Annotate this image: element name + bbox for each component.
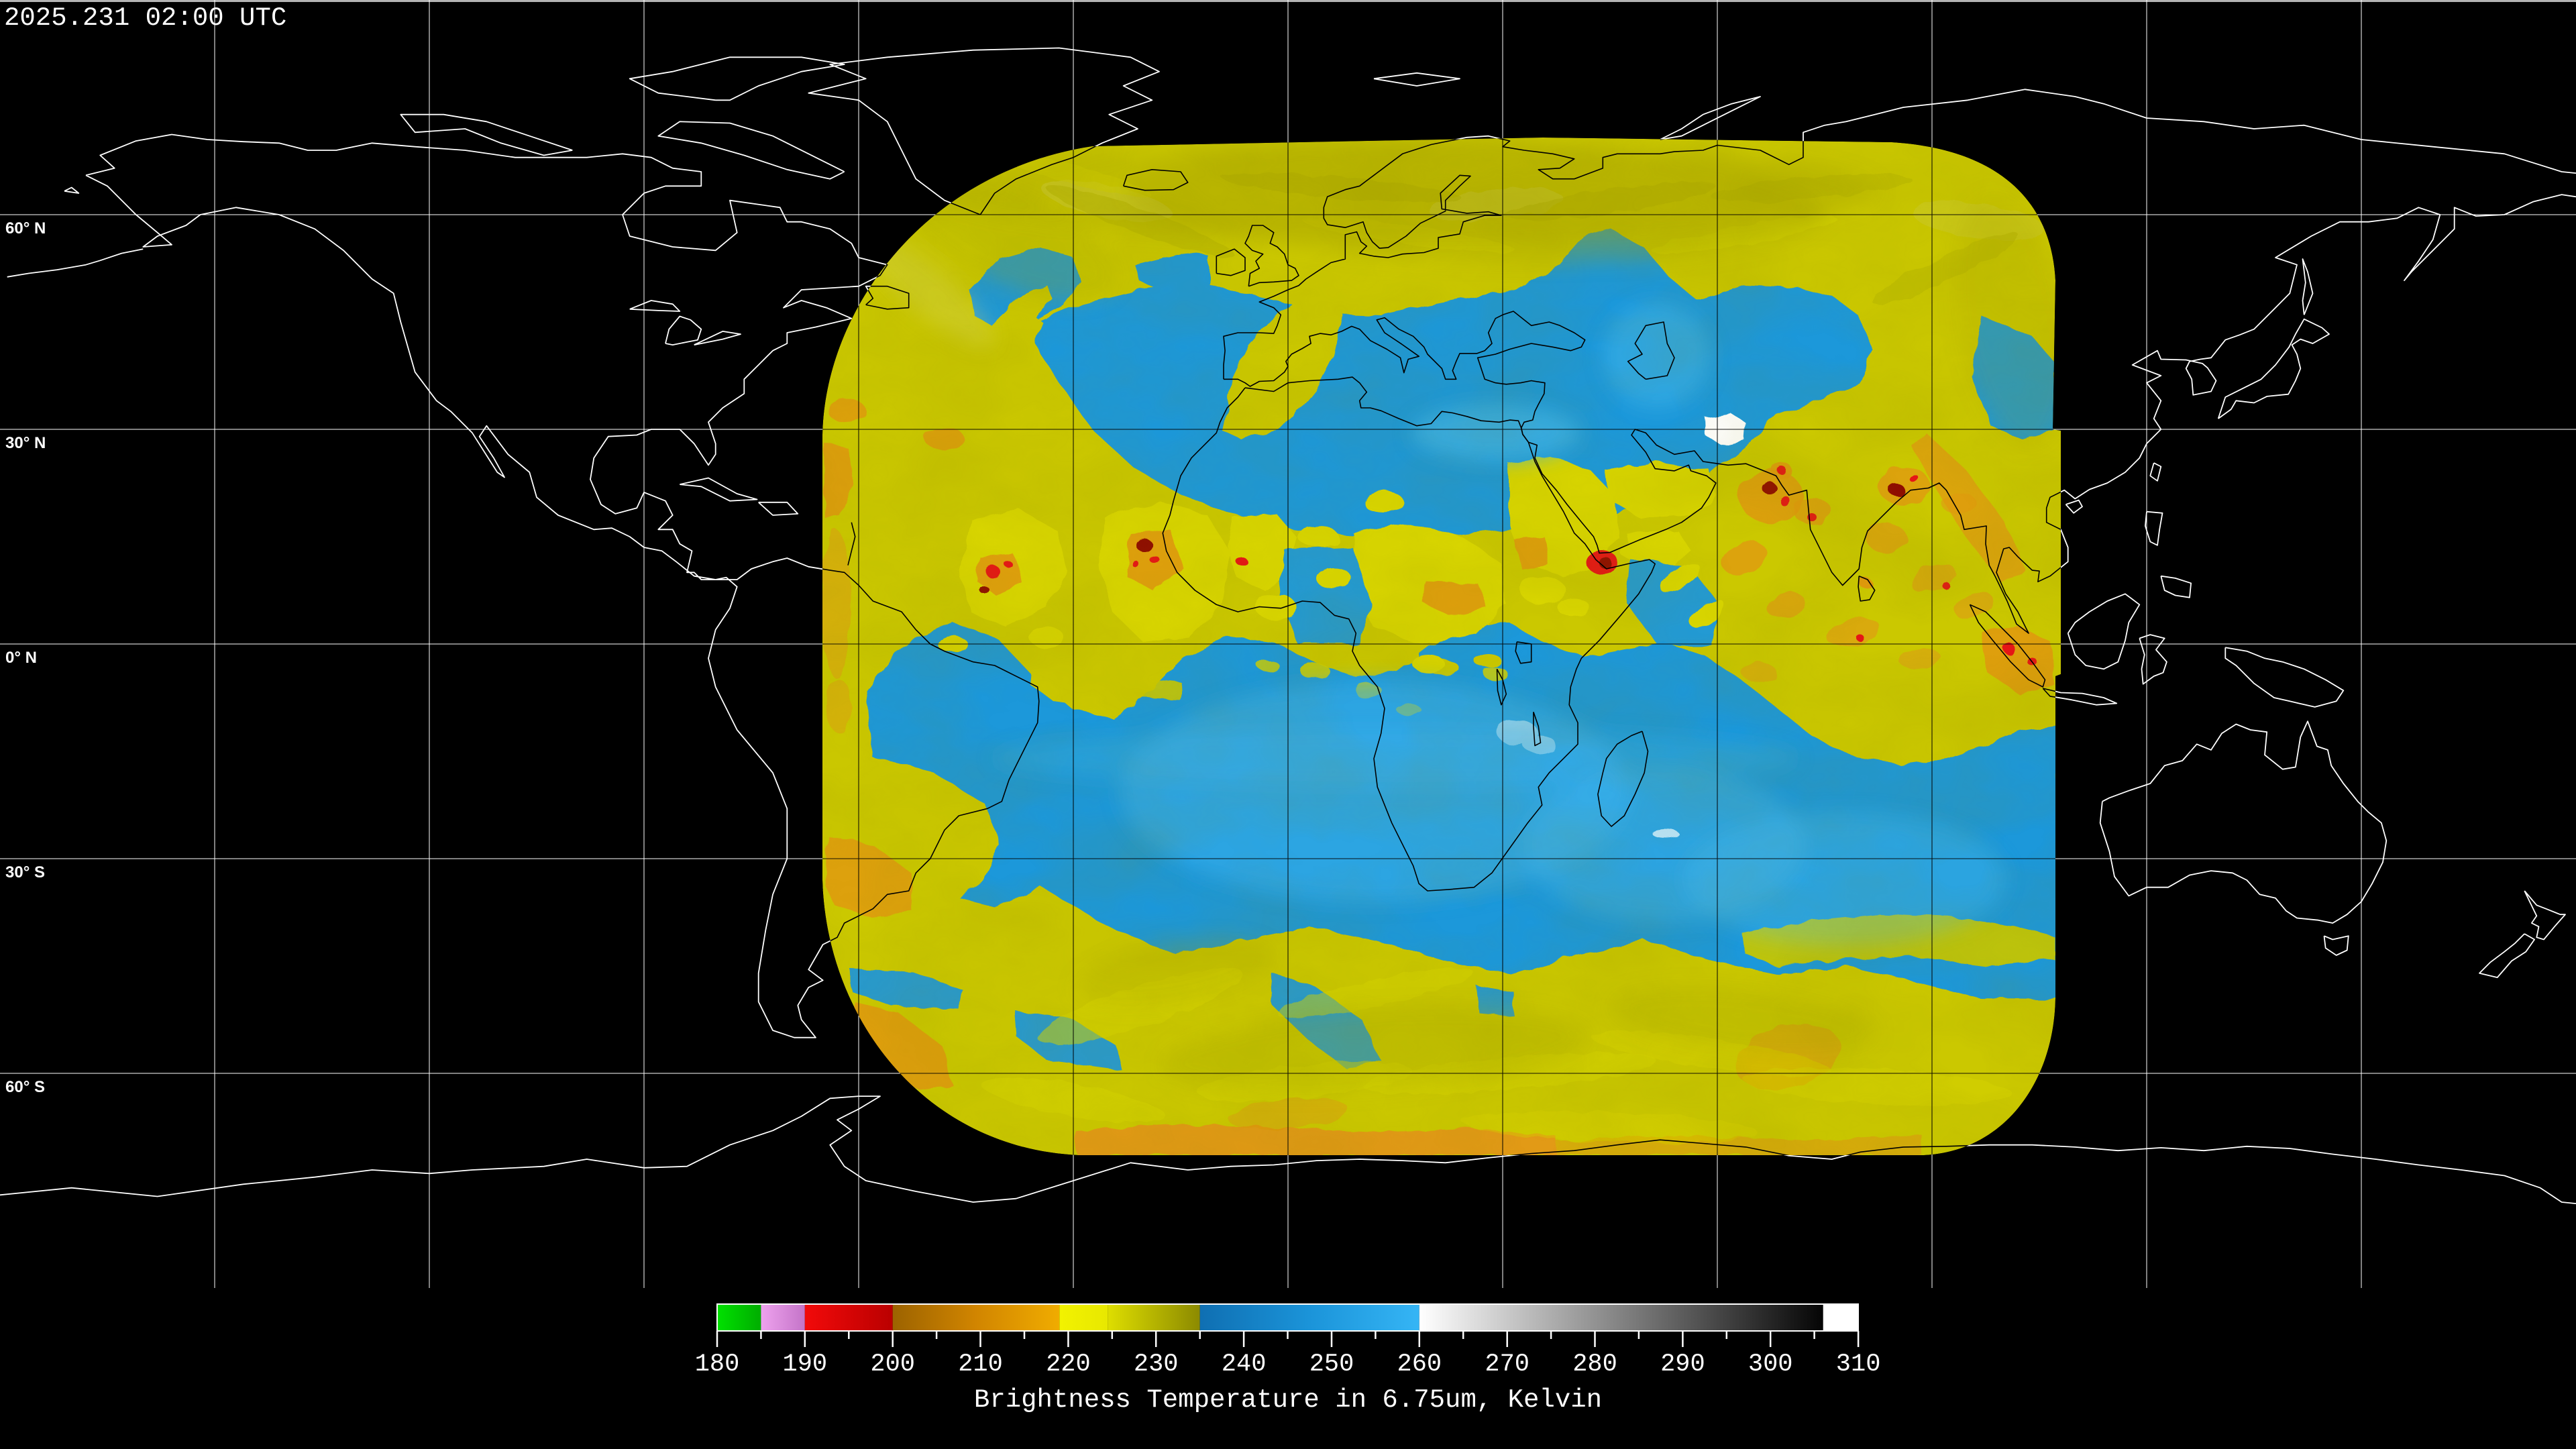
svg-text:220: 220 (1046, 1350, 1091, 1379)
svg-text:260: 260 (1397, 1350, 1442, 1379)
svg-text:240: 240 (1222, 1350, 1267, 1379)
svg-text:60° N: 60° N (5, 219, 46, 237)
svg-text:0° N: 0° N (5, 649, 37, 667)
svg-text:180: 180 (695, 1350, 740, 1379)
svg-text:60° S: 60° S (5, 1078, 45, 1096)
svg-text:290: 290 (1660, 1350, 1705, 1379)
svg-text:310: 310 (1836, 1350, 1881, 1379)
svg-text:200: 200 (870, 1350, 915, 1379)
svg-text:270: 270 (1485, 1350, 1529, 1379)
svg-text:300: 300 (1748, 1350, 1793, 1379)
svg-text:250: 250 (1309, 1350, 1354, 1379)
svg-text:2025.231 02:00 UTC: 2025.231 02:00 UTC (4, 3, 286, 33)
svg-text:230: 230 (1134, 1350, 1179, 1379)
svg-text:190: 190 (782, 1350, 827, 1379)
svg-text:30° N: 30° N (5, 434, 46, 452)
svg-text:Brightness Temperature in 6.75: Brightness Temperature in 6.75um, Kelvin (974, 1385, 1602, 1415)
svg-text:210: 210 (958, 1350, 1003, 1379)
svg-text:30° S: 30° S (5, 863, 45, 881)
svg-text:280: 280 (1572, 1350, 1617, 1379)
